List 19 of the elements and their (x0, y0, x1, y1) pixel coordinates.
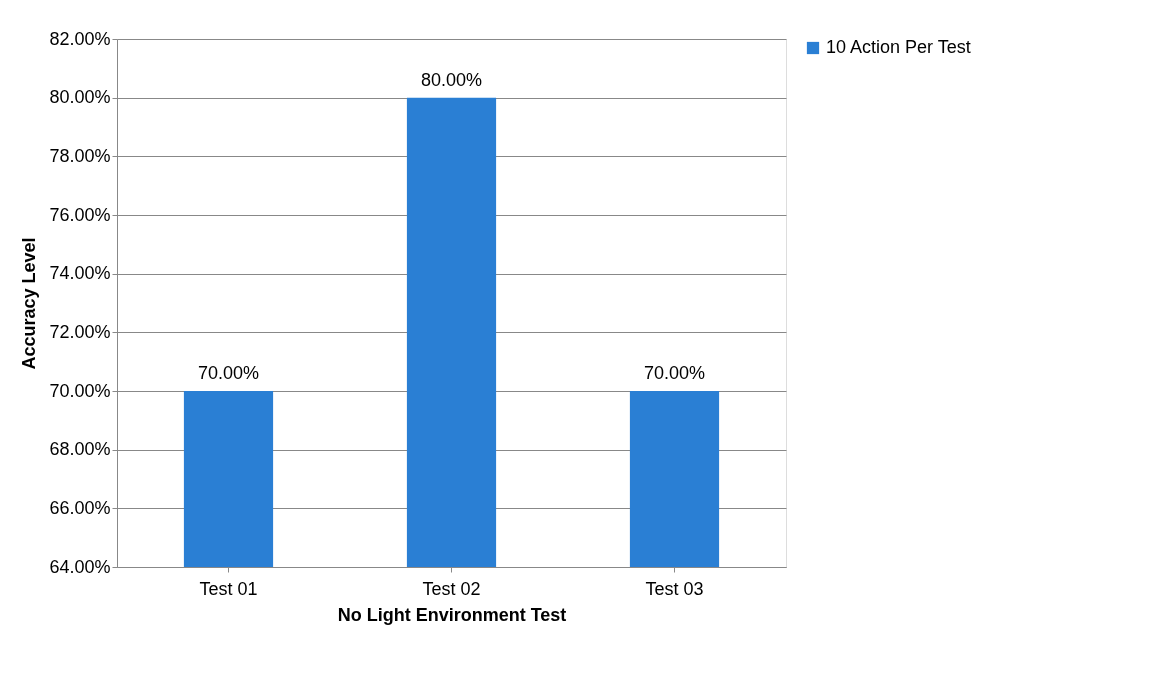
y-tick-label: 70.00% (49, 380, 111, 401)
data-label: 80.00% (420, 69, 483, 90)
x-tick-label: Test 02 (422, 578, 481, 599)
y-tick-label: 82.00% (49, 28, 111, 49)
y-tick-label: 78.00% (49, 145, 111, 166)
y-tick-label: 76.00% (49, 204, 111, 225)
legend-label: 10 Action Per Test (826, 37, 971, 57)
y-tick-label: 68.00% (49, 439, 111, 460)
y-tick-label: 72.00% (49, 321, 111, 342)
data-label: 70.00% (643, 363, 706, 383)
x-tick-label: Test 01 (199, 578, 258, 599)
x-tick-label: Test 03 (645, 578, 704, 599)
y-axis-title: Accuracy Level (19, 237, 40, 370)
data-label: 70.00% (197, 363, 260, 383)
x-axis-title: No Light Environment Test (337, 604, 567, 625)
y-tick-label: 74.00% (49, 263, 111, 284)
y-tick-label: 66.00% (49, 497, 111, 518)
y-tick-label: 64.00% (49, 556, 111, 577)
y-tick-label: 80.00% (49, 87, 111, 108)
